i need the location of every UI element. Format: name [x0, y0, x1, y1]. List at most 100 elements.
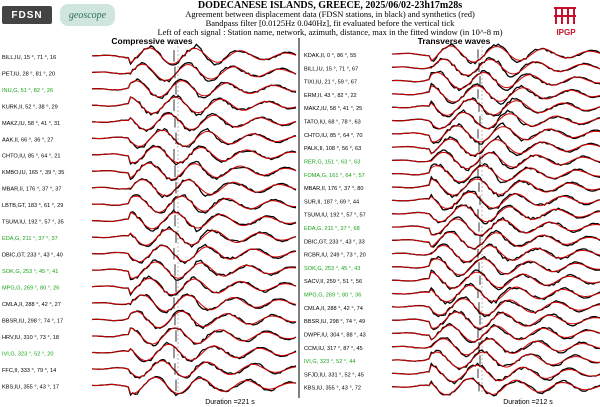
synthetic-trace [91, 294, 297, 312]
synthetic-trace [392, 178, 600, 196]
synthetic-trace [391, 378, 600, 396]
station-label: HRV,IU, 310 °, 73 °, 18 [2, 335, 59, 341]
station-label: TATO,IU, 68 °, 78 °, 63 [304, 120, 361, 126]
synthetic-trace [391, 111, 600, 130]
ipgp-logo-text: IPGP [556, 28, 576, 37]
synthetic-trace [391, 258, 600, 276]
synthetic-trace [392, 271, 600, 289]
synthetic-trace [391, 244, 600, 263]
station-label: BBSR,IU, 298 °, 74 °, 49 [304, 319, 365, 325]
station-label: TSUM,IU, 192 °, 57 °, 57 [304, 213, 366, 219]
station-label: MPG,G, 269 °, 80 °, 26 [2, 286, 59, 292]
data-trace [92, 94, 297, 117]
station-label: LBTB,GT, 183 °, 61 °, 29 [2, 203, 63, 209]
ipgp-logo-icon [554, 7, 576, 24]
synthetic-trace [391, 71, 600, 90]
synthetic-trace [391, 58, 600, 76]
data-trace [392, 135, 600, 158]
station-label: RER,G, 151 °, 63 °, 63 [304, 159, 360, 165]
station-label: TSUM,IU, 192 °, 57 °, 35 [2, 220, 64, 226]
figure-title: DODECANESE ISLANDS, GREECE, 2025/06/02-2… [197, 0, 463, 11]
station-label: KBS,IU, 355 °, 43 °, 72 [304, 386, 361, 392]
data-trace [391, 349, 600, 371]
data-trace [91, 194, 297, 214]
data-trace [92, 160, 297, 182]
synthetic-trace [92, 343, 297, 362]
panel-title: Transverse waves [418, 36, 491, 46]
synthetic-trace [392, 324, 600, 343]
synthetic-trace [391, 311, 600, 329]
station-label: DWPF,IU, 304 °, 88 °, 43 [304, 332, 366, 338]
synthetic-trace [392, 151, 600, 170]
figure-subtitle-3: Left of each signal : Station name, netw… [157, 27, 503, 37]
synthetic-trace [92, 47, 297, 65]
synthetic-trace [91, 244, 297, 263]
station-label: CHTO,IU, 85 °, 64 °, 21 [2, 154, 60, 160]
station-label: MAKZ,IU, 58 °, 41 °, 31 [2, 121, 60, 127]
figure-header: FDSN geoscope IPGP DODECANESE ISLANDS, G… [0, 0, 600, 40]
duration-label: Duration =212 s [503, 399, 553, 406]
data-trace [92, 77, 297, 100]
synthetic-trace [91, 360, 297, 378]
station-label: DBIC,GT, 233 °, 43 °, 33 [304, 239, 365, 245]
station-label: IVI,G, 323 °, 52 °, 44 [304, 359, 355, 365]
station-label: MBAR,II, 176 °, 37 °, 80 [304, 186, 364, 192]
synthetic-trace [392, 364, 600, 382]
synthetic-trace [391, 98, 600, 116]
data-trace [92, 341, 297, 363]
station-label: AAK,II, 66 °, 36 °, 27 [2, 137, 53, 143]
data-trace [392, 82, 600, 105]
synthetic-trace [391, 125, 600, 143]
synthetic-trace [92, 96, 297, 114]
station-label: DBIC,GT, 233 °, 43 °, 40 [2, 253, 63, 259]
synthetic-trace [92, 211, 297, 230]
data-trace [91, 209, 297, 233]
synthetic-trace [92, 261, 297, 279]
synthetic-trace [391, 351, 600, 369]
synthetic-trace [91, 195, 296, 213]
synthetic-trace [392, 138, 600, 156]
geoscope-logo: geoscope [60, 4, 115, 26]
synthetic-trace [91, 63, 297, 81]
station-label: PET,IU, 28 °, 81 °, 20 [2, 71, 55, 77]
synthetic-trace [92, 327, 297, 345]
synthetic-trace [91, 277, 297, 296]
station-label: RCBR,IU, 249 °, 73 °, 20 [304, 253, 366, 259]
station-label: KBS,IU, 355 °, 43 °, 17 [2, 384, 59, 390]
synthetic-trace [392, 218, 600, 236]
station-label: SOK,G, 253 °, 45 °, 41 [2, 269, 58, 275]
data-trace [91, 178, 297, 199]
data-trace [391, 243, 600, 264]
station-label: EDA,G, 211 °, 37 °, 68 [304, 226, 360, 232]
station-label: FOMA,G, 161 °, 64 °, 57 [304, 173, 365, 179]
station-label: CHTO,IU, 85 °, 64 °, 70 [304, 133, 362, 139]
station-label: SFJD,IU, 331 °, 52 °, 45 [304, 372, 364, 378]
synthetic-trace [391, 165, 600, 183]
station-label: SUR,II, 187 °, 69 °, 44 [304, 199, 359, 205]
station-label: MPG,G, 269 °, 80 °, 36 [304, 293, 361, 299]
data-trace [391, 175, 600, 199]
station-label: EDA,G, 211 °, 37 °, 37 [2, 236, 58, 242]
station-label: PALK,II, 108 °, 56 °, 63 [304, 146, 361, 152]
station-label: KURK,II, 52 °, 38 °, 29 [2, 104, 58, 110]
station-label: CMLA,II, 288 °, 42 °, 27 [2, 302, 61, 308]
data-trace [391, 255, 600, 278]
station-label: BILL,IU, 15 °, 71 °, 16 [2, 55, 56, 61]
synthetic-trace [391, 338, 600, 356]
station-label: MAKZ,IU, 58 °, 41 °, 25 [304, 106, 362, 112]
fdsn-logo: FDSN [2, 6, 52, 24]
synthetic-trace [391, 298, 600, 316]
data-trace [391, 56, 600, 78]
station-label: CMLA,II, 288 °, 42 °, 74 [304, 306, 363, 312]
station-label: MBAR,II, 176 °, 37 °, 37 [2, 187, 62, 193]
synthetic-trace [392, 45, 600, 63]
station-label: KMBO,IU, 165 °, 39 °, 35 [2, 170, 64, 176]
figure-subtitle-1: Agreement between displacement data (FDS… [185, 9, 475, 19]
synthetic-trace [392, 85, 600, 103]
synthetic-trace [391, 205, 600, 223]
synthetic-trace [91, 376, 297, 395]
station-label: FFC,II, 333 °, 79 °, 14 [2, 368, 56, 374]
panel-title: Compressive waves [111, 36, 193, 46]
synthetic-trace [91, 129, 297, 147]
